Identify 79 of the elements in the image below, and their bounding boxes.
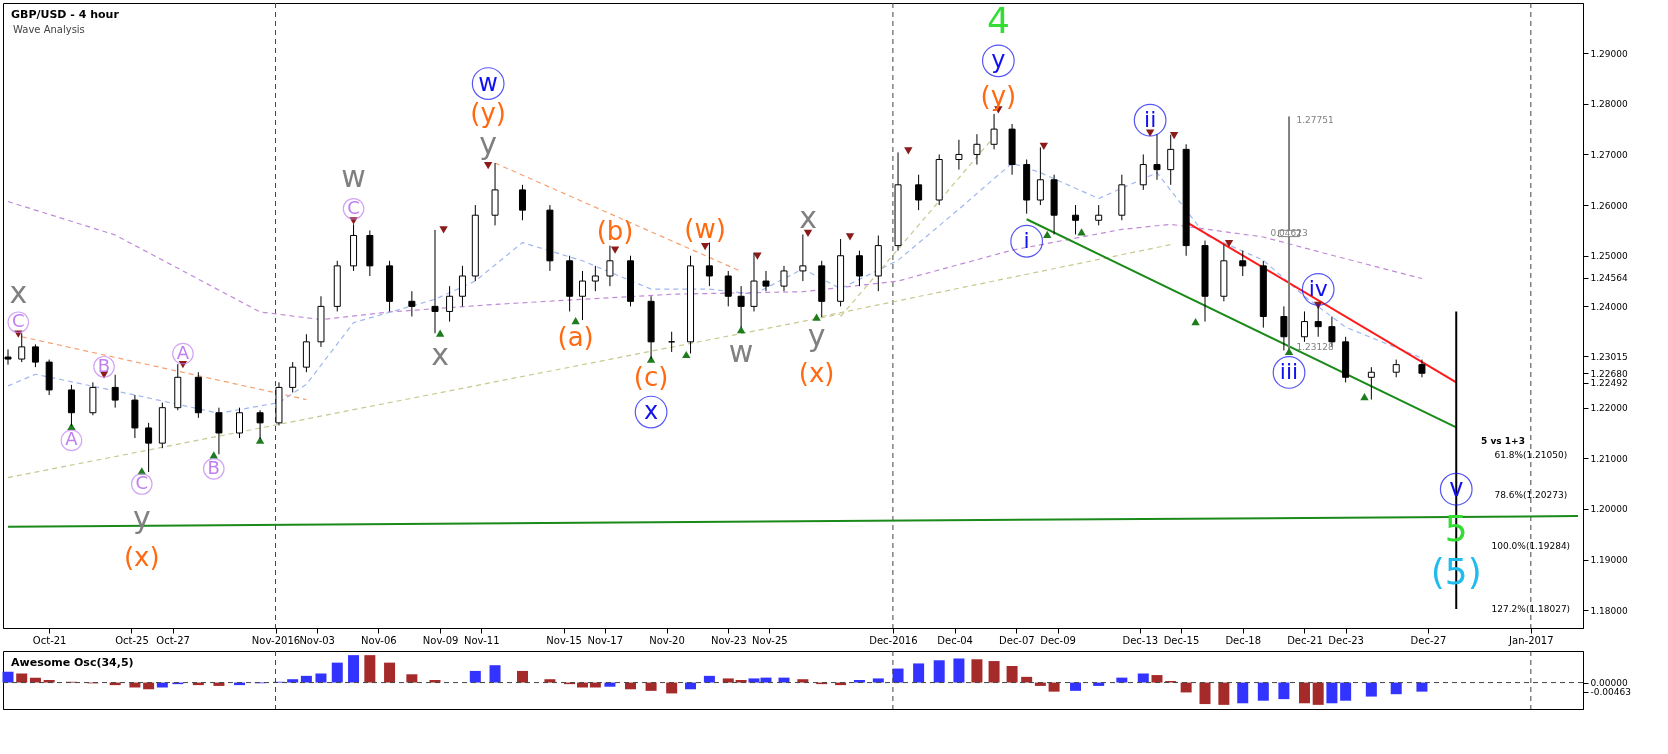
x-tick-label: Dec-27: [1410, 634, 1447, 646]
y-tick-label: 1.19000: [1590, 555, 1628, 566]
annotation: iii: [1279, 359, 1299, 385]
x-tick-label: Oct-25: [115, 634, 149, 646]
annotation: 61.8%(1.21050): [1494, 450, 1568, 461]
annotation: w: [728, 333, 754, 369]
annotation: (a): [557, 321, 594, 352]
annotation: i: [1023, 228, 1030, 254]
annotation: (b): [596, 216, 634, 247]
text: GBP/USD - 4 hour: [11, 8, 120, 21]
y-tick-label: 1.24564: [1590, 273, 1628, 284]
annotation: A: [176, 341, 190, 363]
annotation: (x): [798, 358, 835, 389]
annotation: B: [207, 456, 220, 478]
annotation: C: [12, 310, 25, 332]
x-tick-label: Nov-23: [710, 634, 747, 646]
x-tick-label: Dec-09: [1040, 634, 1076, 646]
y-tick-label: 0.00000: [1590, 678, 1628, 689]
annotation: 5 vs 1+3: [1481, 436, 1525, 446]
x-tick-label: Dec-13: [1122, 634, 1159, 646]
x-tick-label: Dec-07: [999, 634, 1035, 646]
x-tick-label: Dec-04: [937, 634, 973, 646]
annotation: 1.27751: [1296, 115, 1334, 126]
y-tick-label: 1.26000: [1590, 200, 1628, 211]
x-tick-label: Nov-17: [587, 634, 624, 646]
annotation: 127.2%(1.18027): [1491, 603, 1571, 614]
y-tick-label: 1.20000: [1590, 504, 1628, 515]
annotation: x: [9, 275, 28, 311]
y-tick-label: 1.29000: [1590, 48, 1628, 59]
text: Wave Analysis: [13, 24, 85, 35]
annotation: x: [799, 200, 817, 236]
y-tick-label: 1.24000: [1590, 301, 1628, 312]
x-tick-label: Nov-2016: [251, 634, 301, 646]
chart-title: Awesome Osc(34,5): [11, 656, 134, 669]
x-tick-label: Oct-27: [156, 634, 190, 646]
y-tick-label: 1.22000: [1590, 403, 1628, 414]
annotation: y: [991, 45, 1006, 74]
x-tick-label: Dec-18: [1225, 634, 1262, 646]
x-tick-label: Dec-23: [1328, 634, 1364, 646]
x-tick-label: Nov-11: [464, 634, 500, 646]
annotation: (c): [633, 362, 669, 393]
x-tick-label: Nov-06: [361, 634, 397, 646]
annotation: (y): [980, 80, 1017, 111]
annotation: C: [135, 471, 149, 493]
annotation: 1.23128: [1296, 341, 1334, 352]
y-tick-label: 1.25000: [1590, 251, 1628, 262]
annotation: w: [341, 158, 366, 194]
annotation: 4: [986, 0, 1010, 41]
annotation: iv: [1308, 276, 1328, 302]
x-tick-label: Nov-25: [752, 634, 788, 646]
y-tick-label: 1.22680: [1590, 368, 1628, 379]
x-tick-label: Nov-20: [649, 634, 685, 646]
y-tick-label: 1.18000: [1590, 605, 1628, 616]
x-tick-label: Nov-15: [546, 634, 582, 646]
annotation: (w): [684, 213, 726, 244]
annotation: B: [97, 354, 111, 376]
y-tick-label: 1.21000: [1590, 453, 1628, 464]
annotation: x: [431, 337, 450, 373]
annotation: 100.0%(1.19284): [1491, 540, 1571, 551]
x-tick-label: Jan-2017: [1508, 634, 1554, 646]
annotation: w: [478, 68, 498, 97]
annotation: ii: [1144, 107, 1157, 133]
annotation: (x): [123, 541, 160, 572]
x-tick-label: Nov-03: [299, 634, 335, 646]
annotation: y: [807, 318, 826, 354]
y-tick-label: -0.00463: [1590, 687, 1631, 698]
x-tick-label: Dec-21: [1287, 634, 1323, 646]
y-tick-label: 1.28000: [1590, 99, 1628, 110]
x-tick-label: Dec-2016: [869, 634, 918, 646]
annotation: C: [347, 196, 360, 218]
y-tick-label: 1.23015: [1590, 351, 1628, 362]
x-tick-label: Oct-21: [32, 634, 67, 646]
x-tick-label: Dec-15: [1163, 634, 1200, 646]
annotation: x: [643, 397, 659, 426]
x-tick-label: Nov-09: [422, 634, 459, 646]
y-tick-label: 1.27000: [1590, 149, 1628, 160]
y-tick-label: 1.22492: [1590, 378, 1628, 389]
annotation: 78.6%(1.20273): [1494, 490, 1568, 501]
annotation: A: [65, 428, 79, 450]
